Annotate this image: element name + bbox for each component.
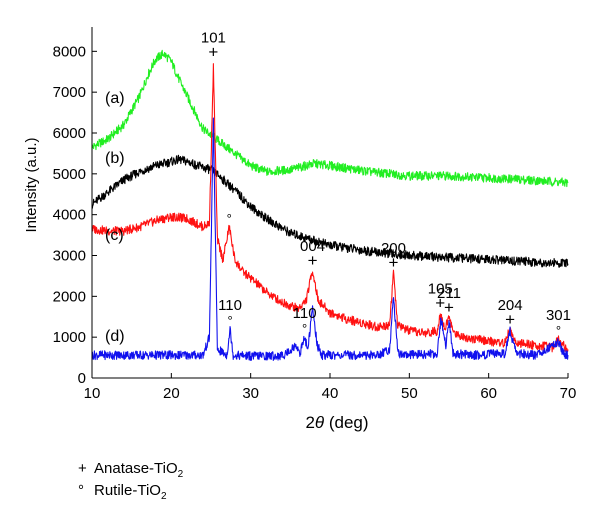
peak-marker-9: ° [302, 321, 307, 336]
peak-marker-4: + [435, 294, 445, 313]
peak-label-9: 110 [293, 305, 317, 322]
curve-label-3: (d) [105, 328, 125, 345]
x-tick-label-5: 60 [480, 385, 497, 402]
series-line-0 [91, 49, 569, 188]
peak-label-5: 211 [437, 285, 461, 302]
y-tick-label-8: 8000 [53, 43, 86, 60]
x-tick-label-3: 40 [322, 385, 339, 402]
legend-rutile-subscript: 2 [160, 491, 167, 502]
peak-label-7: 301 [546, 307, 571, 324]
y-tick-label-1: 1000 [53, 329, 86, 346]
peak-marker-2: + [308, 251, 318, 270]
x-axis-label-prefix: 2 [305, 413, 314, 432]
x-tick-label-0: 10 [84, 385, 101, 402]
series-layer [91, 49, 569, 361]
x-axis-label: 2θ (deg) [305, 413, 368, 432]
peak-marker-1: ° [227, 211, 232, 226]
x-axis-label-suffix: (deg) [324, 413, 368, 432]
peak-label-8: 110 [218, 297, 242, 314]
y-tick-label-3: 3000 [53, 248, 86, 265]
axes-layer: 10 20 30 40 50 60 70 0 1000 2000 3000 4000 5000 6000 7… [53, 27, 577, 402]
x-tick-label-6: 70 [560, 385, 577, 402]
y-tick-label-0: 0 [78, 370, 86, 387]
legend-rutile-label: Rutile-TiO [94, 482, 161, 499]
peak-marker-6: + [505, 310, 515, 329]
legend-anatase: + Anatase-TiO2 [78, 460, 183, 480]
plus-marker-icon: + [78, 460, 87, 477]
peak-label-0: 101 [201, 30, 226, 47]
y-tick-label-5: 5000 [53, 166, 86, 183]
x-tick-label-1: 20 [163, 385, 180, 402]
peak-marker-8: ° [227, 313, 232, 328]
peak-label-6: 204 [498, 297, 523, 314]
y-axis-label: Intensity (a.u.) [23, 137, 40, 232]
x-tick-label-2: 30 [242, 385, 259, 402]
peak-label-2: 004 [300, 238, 325, 255]
curve-label-1: (b) [105, 150, 125, 167]
curve-label-2: (c) [105, 227, 124, 244]
peak-marker-0: + [208, 43, 218, 62]
series-line-1 [91, 154, 569, 268]
y-tick-label-6: 6000 [53, 125, 86, 142]
x-tick-label-4: 50 [401, 385, 418, 402]
series-line-2 [91, 63, 569, 353]
peak-marker-7: ° [556, 323, 561, 338]
y-tick-label-4: 4000 [53, 207, 86, 224]
curve-label-0: (a) [105, 90, 125, 107]
legend-anatase-label: Anatase-TiO [94, 460, 178, 477]
legend-anatase-subscript: 2 [177, 469, 184, 480]
legend-rutile: ° Rutile-TiO2 [78, 482, 167, 502]
label-layer: (a)(b)(c)(d)+101°+004+200+105+211+204°30… [105, 30, 571, 345]
peak-marker-3: + [388, 253, 398, 272]
circle-marker-icon: ° [78, 482, 84, 499]
y-tick-label-7: 7000 [53, 84, 86, 101]
series-line-3 [91, 117, 569, 361]
x-axis-label-symbol: θ [315, 413, 325, 432]
peak-label-3: 200 [381, 240, 406, 257]
y-tick-label-2: 2000 [53, 288, 86, 305]
peak-label-4: 105 [428, 281, 453, 298]
peak-marker-5: + [444, 298, 454, 317]
